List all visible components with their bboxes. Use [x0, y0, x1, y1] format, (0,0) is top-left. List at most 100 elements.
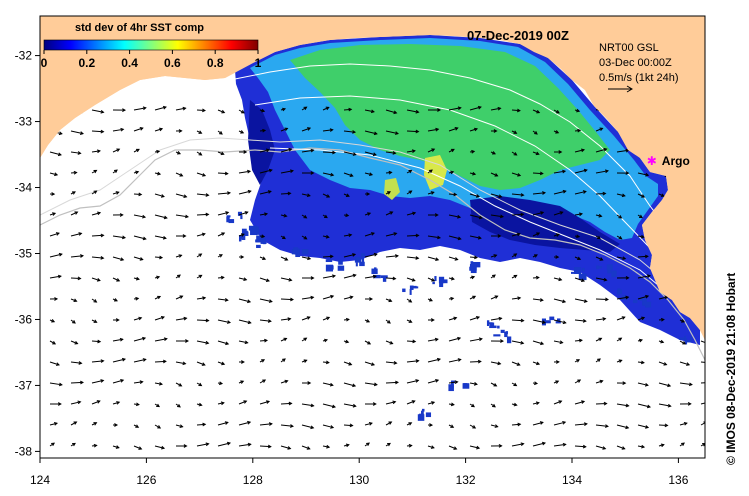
current-vector-head: [625, 276, 630, 280]
current-vector: [511, 340, 524, 344]
current-vector-head: [535, 401, 540, 406]
current-vector-head: [513, 274, 518, 279]
current-vector: [175, 361, 186, 365]
current-vector: [196, 297, 206, 300]
current-vector: [91, 340, 101, 343]
current-vector: [217, 361, 225, 365]
current-vector: [280, 192, 291, 195]
current-vector: [406, 400, 415, 405]
current-vector-head: [306, 446, 311, 450]
current-vector-head: [640, 360, 645, 365]
swath-fragment: [549, 316, 555, 321]
current-vector-head: [603, 401, 608, 406]
colorbar-tick-label: 0: [41, 56, 48, 70]
current-vector: [112, 128, 124, 132]
current-vector: [343, 234, 352, 237]
swath-fragment: [325, 259, 333, 263]
current-vector-head: [287, 191, 292, 196]
current-vector: [175, 214, 189, 218]
current-vector-head: [227, 191, 232, 195]
current-vector: [553, 400, 562, 405]
current-vector-head: [100, 379, 105, 383]
current-vector: [532, 192, 546, 195]
current-vector: [280, 402, 292, 405]
current-vector: [448, 127, 458, 132]
current-vector-head: [93, 190, 98, 194]
current-vector-head: [372, 274, 377, 279]
current-vector-head: [370, 109, 375, 114]
current-vector-head: [577, 128, 582, 133]
current-vector-head: [394, 131, 399, 135]
current-vector-head: [182, 234, 187, 238]
current-vector: [238, 277, 247, 281]
current-vector-head: [625, 171, 630, 175]
y-tick-label: -35: [15, 246, 33, 260]
current-vector-head: [555, 130, 560, 134]
current-vector: [112, 401, 120, 405]
current-vector-head: [303, 106, 308, 111]
current-vector-head: [325, 234, 330, 239]
current-vector: [154, 382, 163, 385]
current-vector-head: [562, 320, 567, 325]
current-vector-head: [219, 381, 224, 386]
current-vector-head: [372, 152, 377, 157]
swath-fragment: [486, 320, 490, 326]
current-vector: [91, 256, 104, 259]
current-vector-head: [387, 442, 391, 447]
current-vector: [469, 106, 482, 111]
current-vector-head: [583, 299, 588, 303]
current-vector: [175, 295, 183, 300]
current-vector-head: [55, 362, 60, 366]
y-tick-label: -32: [15, 49, 33, 63]
current-vector: [49, 253, 62, 258]
current-vector-head: [261, 234, 266, 239]
current-vector-head: [243, 277, 248, 282]
current-vector: [595, 298, 608, 301]
current-vector-head: [641, 316, 646, 321]
current-vector: [469, 128, 478, 132]
current-vector-head: [72, 442, 76, 447]
current-vector-head: [158, 381, 164, 386]
current-vector-head: [53, 422, 58, 426]
current-vector-head: [702, 442, 705, 447]
current-vector-head: [437, 108, 442, 112]
current-vector-head: [499, 214, 504, 219]
current-vector-head: [352, 383, 357, 388]
current-vector-head: [646, 404, 652, 409]
current-vector: [133, 107, 146, 111]
current-vector-head: [221, 109, 226, 114]
current-vector-head: [178, 383, 183, 387]
current-vector: [448, 214, 461, 218]
current-vector: [595, 318, 606, 321]
current-vector: [385, 130, 399, 135]
current-vector-head: [562, 299, 567, 304]
current-vector-head: [430, 318, 435, 322]
current-vector-head: [58, 382, 63, 387]
current-vector-head: [368, 421, 373, 426]
current-vector-head: [138, 192, 143, 197]
current-vector-head: [142, 336, 147, 341]
current-vector-head: [597, 358, 601, 362]
current-vector: [301, 256, 311, 260]
current-vector-head: [603, 277, 608, 282]
current-vector: [490, 172, 498, 177]
current-vector: [469, 193, 480, 198]
current-vector: [196, 361, 205, 366]
swath-fragment: [291, 249, 298, 255]
current-vector: [469, 235, 481, 239]
current-vector-head: [310, 171, 315, 175]
current-vector-head: [202, 173, 207, 177]
current-vector: [595, 402, 607, 405]
current-vector-head: [622, 381, 627, 385]
current-vector: [490, 107, 501, 111]
current-vector: [280, 170, 294, 174]
current-vector-head: [494, 173, 499, 177]
current-vector: [385, 381, 398, 384]
current-vector-head: [198, 152, 203, 156]
current-vector-head: [115, 191, 120, 195]
current-vector: [196, 340, 209, 344]
colorbar-tick-label: 0.8: [207, 56, 224, 70]
current-vector-head: [93, 319, 98, 323]
current-vector: [322, 316, 330, 321]
current-vector: [364, 232, 375, 237]
